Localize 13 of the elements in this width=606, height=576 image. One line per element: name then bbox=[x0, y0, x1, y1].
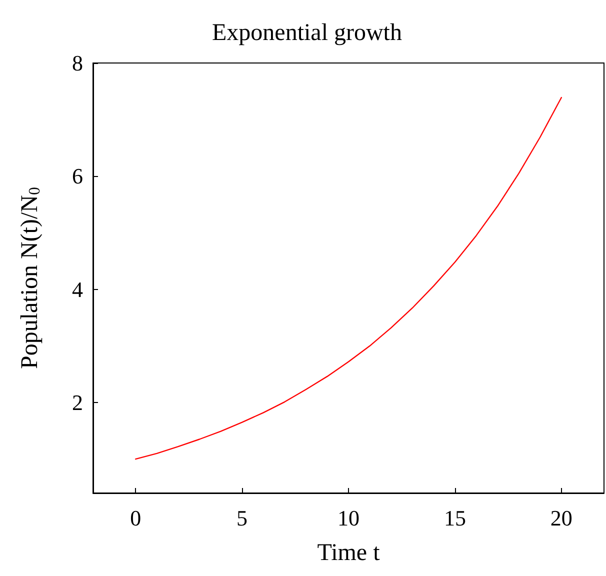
chart-title: Exponential growth bbox=[212, 20, 402, 46]
y-tick-label: 2 bbox=[72, 390, 83, 415]
line-series bbox=[134, 96, 562, 460]
y-tick-label: 4 bbox=[72, 276, 83, 302]
x-tick-label: 15 bbox=[444, 506, 466, 530]
y-tick-label: 8 bbox=[72, 50, 83, 76]
x-tick-label: 10 bbox=[338, 506, 360, 530]
x-tick-label: 0 bbox=[130, 506, 142, 530]
x-tick-label: 20 bbox=[550, 506, 572, 530]
x-tick-label: 5 bbox=[236, 506, 248, 530]
y-axis-title: Population N(t)/N0 bbox=[17, 187, 44, 369]
y-tick-label: 6 bbox=[72, 164, 83, 189]
x-axis-title: Time t bbox=[317, 540, 380, 566]
